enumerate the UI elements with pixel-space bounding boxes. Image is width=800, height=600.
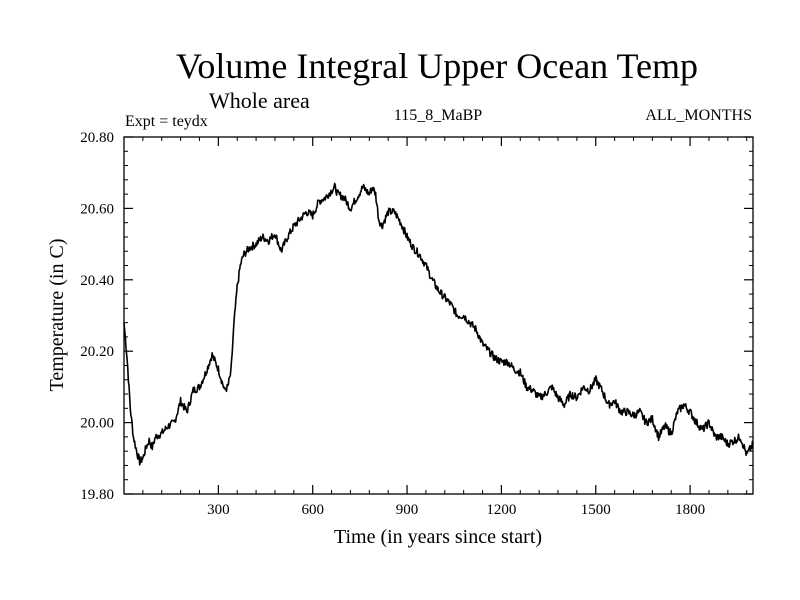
chart-subtitle: Whole area [209, 88, 310, 113]
axis-ticks [124, 136, 753, 495]
y-tick-label: 20.20 [80, 344, 114, 360]
x-tick-label: 900 [396, 502, 419, 518]
y-tick-label: 20.60 [80, 201, 114, 217]
x-tick-label: 1500 [581, 502, 611, 518]
plot-frame [123, 136, 754, 495]
x-tick-label: 1200 [486, 502, 516, 518]
y-tick-label: 20.00 [80, 416, 114, 432]
x-axis-label: Time (in years since start) [334, 526, 542, 548]
y-axis-label: Temperature (in C) [46, 239, 68, 392]
y-tick-label: 19.80 [80, 487, 114, 503]
series-line [123, 182, 754, 466]
center-label: 115_8_MaBP [394, 107, 482, 124]
chart-title: Volume Integral Upper Ocean Temp [176, 46, 698, 86]
x-tick-label: 300 [207, 502, 230, 518]
x-tick-label: 600 [301, 502, 324, 518]
y-tick-labels: 19.80 20.00 20.20 20.40 20.60 20.80 [80, 130, 114, 503]
series-layer [123, 182, 754, 466]
y-tick-label: 20.40 [80, 273, 114, 289]
x-tick-labels: 300 600 900 1200 1500 1800 [207, 502, 705, 518]
expt-label: Expt = teydx [125, 113, 208, 130]
y-tick-label: 20.80 [80, 130, 114, 146]
right-label: ALL_MONTHS [645, 107, 752, 124]
x-tick-label: 1800 [675, 502, 705, 518]
